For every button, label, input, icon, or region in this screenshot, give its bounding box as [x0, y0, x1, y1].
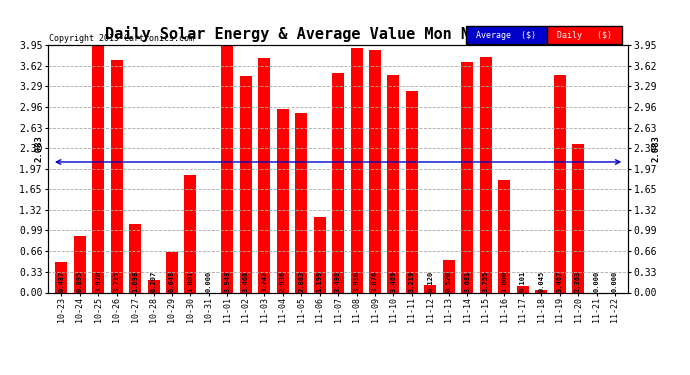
Text: 3.460: 3.460	[243, 271, 249, 292]
Bar	[55, 262, 67, 292]
Text: 1.800: 1.800	[501, 271, 507, 292]
Text: Daily   ($): Daily ($)	[557, 31, 612, 40]
Bar	[351, 48, 362, 292]
Bar	[258, 58, 270, 292]
Text: 2.083: 2.083	[34, 135, 43, 162]
Bar	[424, 285, 436, 292]
Bar	[74, 236, 86, 292]
Text: 2.863: 2.863	[298, 271, 304, 292]
Text: 0.000: 0.000	[593, 271, 600, 292]
FancyBboxPatch shape	[546, 26, 622, 44]
Text: 0.120: 0.120	[427, 271, 433, 292]
FancyBboxPatch shape	[466, 26, 546, 44]
Text: 2.363: 2.363	[575, 271, 581, 292]
Text: 3.876: 3.876	[372, 271, 378, 292]
Text: 3.219: 3.219	[409, 271, 415, 292]
Text: 3.715: 3.715	[114, 271, 119, 292]
Bar	[553, 75, 566, 292]
Bar	[462, 62, 473, 292]
Bar	[240, 76, 252, 292]
Text: 2.936: 2.936	[279, 271, 286, 292]
Text: 0.487: 0.487	[58, 271, 64, 292]
Text: Average  ($): Average ($)	[476, 31, 536, 40]
Bar	[517, 286, 529, 292]
Text: Copyright 2015 Cartronics.com: Copyright 2015 Cartronics.com	[49, 33, 194, 42]
Text: 3.681: 3.681	[464, 271, 471, 292]
Text: 3.469: 3.469	[391, 271, 397, 292]
Bar	[443, 260, 455, 292]
Bar	[110, 60, 123, 292]
Text: 3.467: 3.467	[557, 271, 562, 292]
Text: 1.199: 1.199	[317, 271, 323, 292]
Bar	[166, 252, 178, 292]
Text: 0.648: 0.648	[169, 271, 175, 292]
Bar	[332, 73, 344, 292]
Bar	[480, 57, 492, 292]
Text: 1.881: 1.881	[188, 271, 193, 292]
Bar	[388, 75, 400, 292]
Bar	[295, 113, 307, 292]
Bar	[129, 224, 141, 292]
Text: 0.045: 0.045	[538, 271, 544, 292]
Text: 3.948: 3.948	[224, 271, 230, 292]
Bar	[572, 144, 584, 292]
Bar	[221, 45, 233, 292]
Text: 3.755: 3.755	[483, 271, 489, 292]
Text: 1.098: 1.098	[132, 271, 138, 292]
Bar	[148, 279, 159, 292]
Bar	[369, 50, 381, 292]
Text: 0.207: 0.207	[150, 271, 157, 292]
Bar	[406, 91, 418, 292]
Text: 0.000: 0.000	[612, 271, 618, 292]
Text: 0.101: 0.101	[520, 271, 526, 292]
Bar	[314, 217, 326, 292]
Text: 0.000: 0.000	[206, 271, 212, 292]
Bar	[535, 290, 547, 292]
Title: Daily Solar Energy & Average Value Mon Nov 23 16:28: Daily Solar Energy & Average Value Mon N…	[106, 27, 571, 42]
Text: 3.742: 3.742	[262, 271, 267, 292]
Text: 0.520: 0.520	[446, 271, 452, 292]
Bar	[184, 175, 197, 292]
Text: 2.083: 2.083	[651, 135, 660, 162]
Text: 0.895: 0.895	[77, 271, 83, 292]
Bar	[277, 108, 288, 292]
Bar	[92, 46, 104, 292]
Text: 3.928: 3.928	[95, 271, 101, 292]
Text: 3.499: 3.499	[335, 271, 341, 292]
Bar	[498, 180, 510, 292]
Text: 3.910: 3.910	[353, 271, 359, 292]
